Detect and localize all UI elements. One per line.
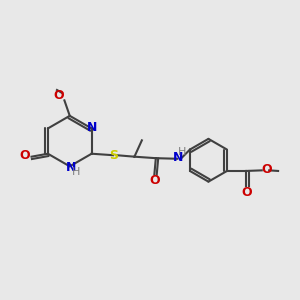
Text: O: O (261, 163, 272, 176)
Text: H: H (72, 167, 80, 177)
Text: H: H (178, 147, 186, 157)
Text: N: N (172, 151, 183, 164)
Text: O: O (241, 186, 252, 199)
Text: O: O (54, 89, 64, 102)
Text: N: N (65, 161, 76, 174)
Text: O: O (149, 174, 160, 187)
Text: N: N (87, 121, 98, 134)
Text: O: O (20, 149, 30, 162)
Text: S: S (109, 149, 118, 162)
